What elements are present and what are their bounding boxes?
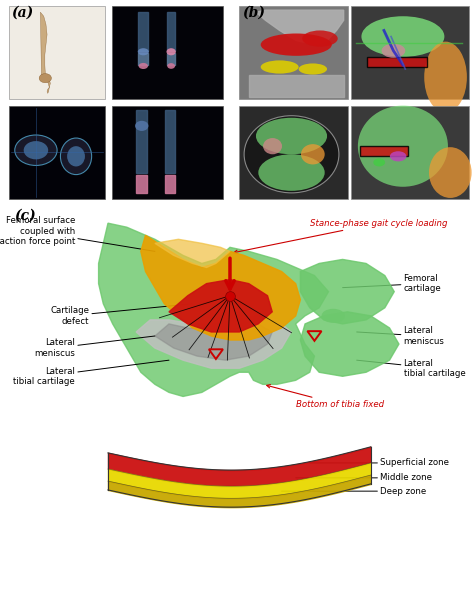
FancyBboxPatch shape	[9, 6, 105, 99]
Text: (c): (c)	[14, 209, 36, 223]
Text: Lateral
meniscus: Lateral meniscus	[356, 326, 445, 345]
Ellipse shape	[302, 30, 337, 47]
Text: Bottom of tibia fixed: Bottom of tibia fixed	[267, 385, 384, 409]
Ellipse shape	[263, 138, 282, 155]
Ellipse shape	[256, 118, 327, 155]
Polygon shape	[136, 110, 147, 173]
FancyBboxPatch shape	[9, 105, 105, 199]
Polygon shape	[165, 110, 175, 173]
Ellipse shape	[321, 309, 345, 323]
FancyBboxPatch shape	[360, 146, 408, 156]
Ellipse shape	[67, 146, 85, 167]
Polygon shape	[155, 324, 272, 360]
Polygon shape	[301, 259, 394, 324]
Ellipse shape	[60, 138, 91, 175]
Ellipse shape	[258, 155, 325, 191]
FancyBboxPatch shape	[239, 105, 348, 199]
Polygon shape	[256, 10, 344, 45]
Text: Deep zone: Deep zone	[282, 487, 427, 496]
Ellipse shape	[361, 16, 445, 57]
Ellipse shape	[390, 152, 407, 161]
Ellipse shape	[15, 135, 57, 165]
Ellipse shape	[299, 64, 327, 75]
Polygon shape	[301, 312, 399, 376]
Text: Superficial zone: Superficial zone	[310, 458, 449, 467]
Ellipse shape	[138, 63, 148, 69]
Polygon shape	[141, 235, 301, 340]
Ellipse shape	[358, 105, 448, 187]
Text: Cartilage
defect: Cartilage defect	[50, 304, 192, 325]
FancyBboxPatch shape	[112, 105, 223, 199]
Ellipse shape	[24, 141, 48, 159]
Text: Lateral
tibial cartilage: Lateral tibial cartilage	[13, 360, 169, 386]
Polygon shape	[138, 12, 148, 51]
FancyBboxPatch shape	[112, 6, 223, 99]
FancyBboxPatch shape	[239, 6, 348, 99]
Polygon shape	[136, 175, 147, 193]
Text: Femoral surface
coupled with
reaction force point: Femoral surface coupled with reaction fo…	[0, 216, 155, 251]
Ellipse shape	[261, 61, 299, 73]
Polygon shape	[249, 75, 344, 98]
Text: (a): (a)	[11, 6, 34, 20]
Ellipse shape	[374, 158, 385, 167]
Text: Middle zone: Middle zone	[296, 473, 432, 482]
Ellipse shape	[261, 33, 332, 56]
Ellipse shape	[382, 44, 405, 58]
Ellipse shape	[39, 73, 51, 83]
Ellipse shape	[424, 42, 467, 113]
Text: Femoral
cartilage: Femoral cartilage	[343, 274, 441, 293]
Polygon shape	[138, 53, 148, 65]
Polygon shape	[99, 223, 328, 396]
Text: Stance-phase gait cycle loading: Stance-phase gait cycle loading	[234, 219, 447, 253]
Text: Lateral
meniscus: Lateral meniscus	[34, 336, 155, 358]
Ellipse shape	[166, 48, 176, 55]
Polygon shape	[167, 53, 175, 65]
Polygon shape	[169, 279, 272, 332]
Polygon shape	[165, 175, 175, 193]
Polygon shape	[40, 12, 50, 93]
Ellipse shape	[301, 144, 325, 164]
FancyBboxPatch shape	[351, 105, 469, 199]
Ellipse shape	[429, 147, 472, 198]
Ellipse shape	[167, 63, 175, 69]
Ellipse shape	[244, 116, 339, 193]
Ellipse shape	[135, 121, 148, 131]
Text: (b): (b)	[242, 6, 265, 20]
FancyBboxPatch shape	[351, 6, 469, 99]
Polygon shape	[167, 12, 175, 51]
Polygon shape	[155, 239, 230, 267]
Ellipse shape	[138, 48, 149, 55]
Text: Lateral
tibial cartilage: Lateral tibial cartilage	[356, 359, 465, 378]
FancyBboxPatch shape	[367, 57, 427, 67]
Polygon shape	[136, 316, 291, 368]
